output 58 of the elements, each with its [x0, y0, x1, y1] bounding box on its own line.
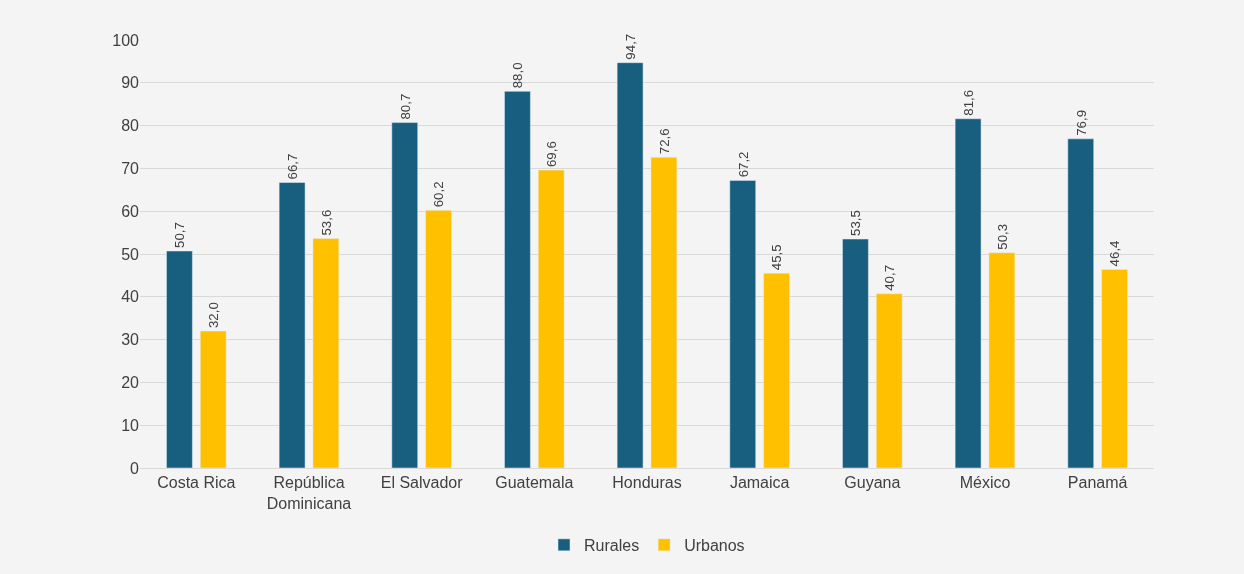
data-label: 60,2 [431, 181, 447, 208]
data-label: 45,5 [769, 244, 785, 271]
data-label: 53,5 [848, 210, 864, 237]
data-label: 76,9 [1073, 109, 1089, 136]
bar [1067, 138, 1094, 468]
bar [200, 330, 227, 468]
bar [876, 293, 903, 468]
x-tick-label: República Dominicana [266, 474, 352, 512]
data-label: 94,7 [622, 33, 638, 60]
bar [312, 238, 340, 468]
y-tick-label: 90 [121, 74, 140, 92]
y-tick-label: 40 [121, 288, 140, 306]
y-tick-label: 60 [121, 202, 140, 220]
data-label: 32,0 [206, 302, 222, 329]
bar [1101, 269, 1128, 468]
bar [538, 169, 565, 468]
bar [425, 210, 452, 468]
bar [988, 252, 1016, 468]
bar [729, 180, 756, 468]
bar [278, 182, 306, 468]
x-tick-label: México [959, 474, 1011, 492]
y-tick-label: 100 [112, 31, 140, 49]
x-tick-label: Jamaica [729, 474, 790, 492]
bar [954, 118, 982, 468]
data-label: 72,6 [656, 128, 672, 155]
y-tick-label: 70 [121, 160, 140, 177]
data-label: 80,7 [397, 93, 413, 120]
data-label: 40,7 [882, 264, 898, 291]
data-label: 53,6 [318, 209, 334, 236]
bar [504, 91, 531, 468]
bar [763, 273, 790, 468]
legend-label: Urbanos [684, 537, 745, 555]
data-label: 46,4 [1107, 240, 1123, 267]
x-tick-label: El Salvador [380, 474, 464, 492]
x-tick-label: Honduras [612, 474, 682, 492]
y-tick-label: 50 [121, 245, 140, 263]
data-label: 67,2 [735, 151, 751, 178]
bar [391, 122, 418, 468]
y-tick-label: 20 [121, 374, 140, 391]
data-label: 66,7 [284, 153, 300, 180]
legend-label: Rurales [584, 537, 640, 555]
x-tick-label: Guyana [844, 474, 901, 492]
x-tick-label: Guatemala [495, 474, 574, 492]
bar [650, 157, 678, 468]
bar [616, 62, 644, 468]
bar [166, 250, 193, 468]
data-label: 50,3 [994, 223, 1010, 250]
bar [842, 238, 869, 468]
y-tick-label: 30 [121, 331, 140, 349]
data-label: 50,7 [172, 222, 188, 248]
y-tick-label: 10 [121, 416, 140, 434]
x-tick-label: Panamá [1067, 474, 1128, 492]
data-label: 88,0 [510, 62, 526, 89]
y-tick-label: 0 [130, 459, 140, 477]
data-label: 81,6 [960, 89, 976, 116]
y-tick-label: 80 [121, 117, 140, 135]
data-label: 69,6 [544, 141, 560, 168]
x-tick-label: Costa Rica [157, 474, 236, 492]
